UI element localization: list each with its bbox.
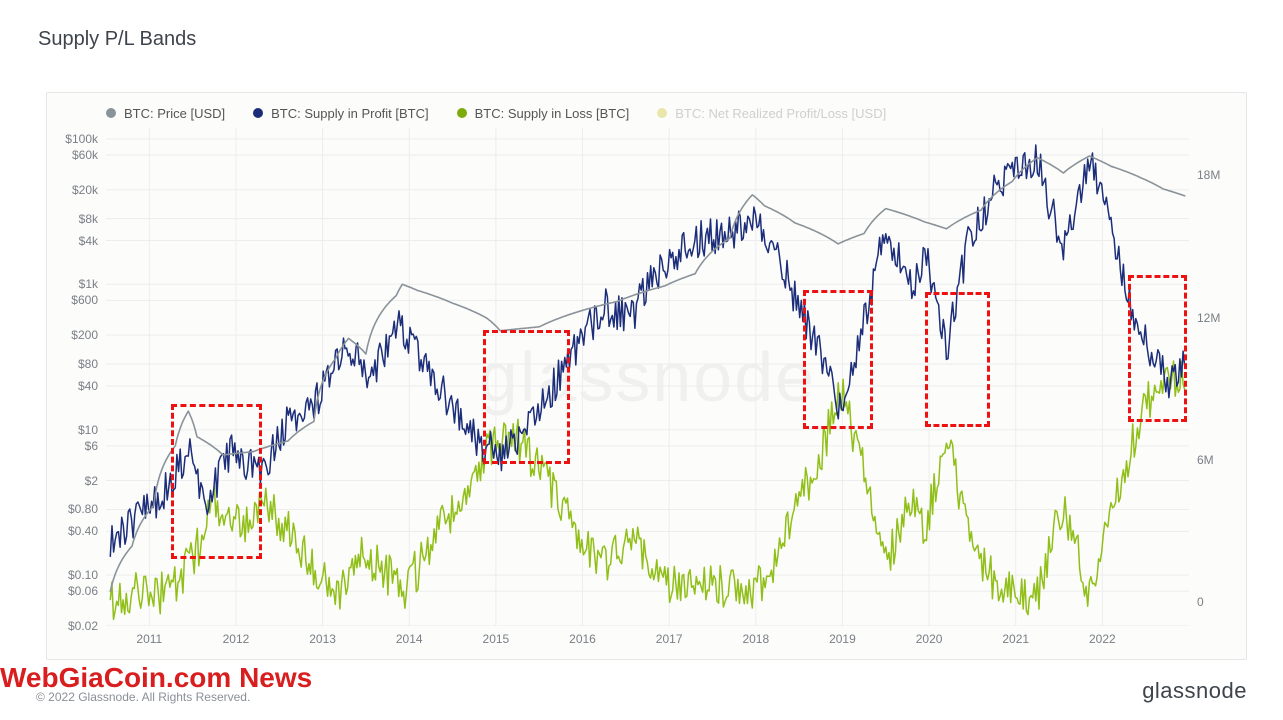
legend-dot <box>657 108 667 118</box>
x-tick: 2012 <box>223 632 250 646</box>
legend: BTC: Price [USD] BTC: Supply in Profit [B… <box>106 102 1201 124</box>
copyright-text: © 2022 Glassnode. All Rights Reserved. <box>36 690 250 704</box>
legend-dot <box>457 108 467 118</box>
footer: © 2022 Glassnode. All Rights Reserved. g… <box>36 678 1247 704</box>
legend-label: BTC: Supply in Profit [BTC] <box>271 106 429 121</box>
legend-label: BTC: Supply in Loss [BTC] <box>475 106 630 121</box>
x-tick: 2020 <box>916 632 943 646</box>
y-left-tick: $8k <box>79 212 98 226</box>
y-axis-right: 0 6M 12M 18M <box>1191 128 1247 626</box>
y-axis-left: $0.02$0.06$0.10$0.40$0.80$2$6$10$40$80$2… <box>46 128 104 626</box>
y-left-tick: $600 <box>71 293 98 307</box>
legend-label: BTC: Price [USD] <box>124 106 225 121</box>
x-tick: 2018 <box>742 632 769 646</box>
x-tick: 2016 <box>569 632 596 646</box>
chart-title: Supply P/L Bands <box>38 28 1247 51</box>
y-left-tick: $1k <box>79 277 98 291</box>
y-left-tick: $0.80 <box>68 502 98 516</box>
page: Supply P/L Bands BTC: Price [USD] BTC: Su… <box>0 0 1283 720</box>
legend-item[interactable]: BTC: Supply in Loss [BTC] <box>457 106 630 121</box>
series-profit <box>110 145 1184 556</box>
series-loss <box>110 361 1184 619</box>
y-left-tick: $2 <box>85 474 98 488</box>
x-tick: 2019 <box>829 632 856 646</box>
brand-logo: glassnode <box>1142 678 1247 704</box>
legend-item[interactable]: BTC: Net Realized Profit/Loss [USD] <box>657 106 886 121</box>
y-left-tick: $0.02 <box>68 619 98 633</box>
series-price <box>110 156 1184 591</box>
x-tick: 2013 <box>309 632 336 646</box>
x-tick: 2022 <box>1089 632 1116 646</box>
y-right-tick: 0 <box>1197 595 1204 609</box>
y-left-tick: $0.10 <box>68 568 98 582</box>
y-left-tick: $4k <box>79 234 98 248</box>
y-left-tick: $0.06 <box>68 584 98 598</box>
x-tick: 2021 <box>1002 632 1029 646</box>
y-left-tick: $20k <box>72 183 98 197</box>
y-right-tick: 12M <box>1197 311 1220 325</box>
y-left-tick: $80 <box>78 357 98 371</box>
x-axis: 2011 2012 2013 2014 2015 2016 2017 2018 2019 2020… <box>106 632 1189 652</box>
x-tick: 2017 <box>656 632 683 646</box>
y-left-tick: $200 <box>71 328 98 342</box>
y-left-tick: $0.40 <box>68 524 98 538</box>
y-left-tick: $100k <box>65 132 98 146</box>
plot-svg <box>106 128 1189 626</box>
y-left-tick: $40 <box>78 379 98 393</box>
y-left-tick: $6 <box>85 439 98 453</box>
legend-item[interactable]: BTC: Supply in Profit [BTC] <box>253 106 429 121</box>
x-tick: 2011 <box>136 632 162 646</box>
x-tick: 2015 <box>483 632 510 646</box>
legend-item[interactable]: BTC: Price [USD] <box>106 106 225 121</box>
y-left-tick: $10 <box>78 423 98 437</box>
x-tick: 2014 <box>396 632 423 646</box>
plot-area: glassnode <box>106 128 1189 626</box>
legend-dot <box>106 108 116 118</box>
y-right-tick: 18M <box>1197 168 1220 182</box>
legend-label: BTC: Net Realized Profit/Loss [USD] <box>675 106 886 121</box>
y-left-tick: $60k <box>72 148 98 162</box>
legend-dot <box>253 108 263 118</box>
chart-frame: BTC: Price [USD] BTC: Supply in Profit [B… <box>46 92 1247 660</box>
y-right-tick: 6M <box>1197 453 1214 467</box>
